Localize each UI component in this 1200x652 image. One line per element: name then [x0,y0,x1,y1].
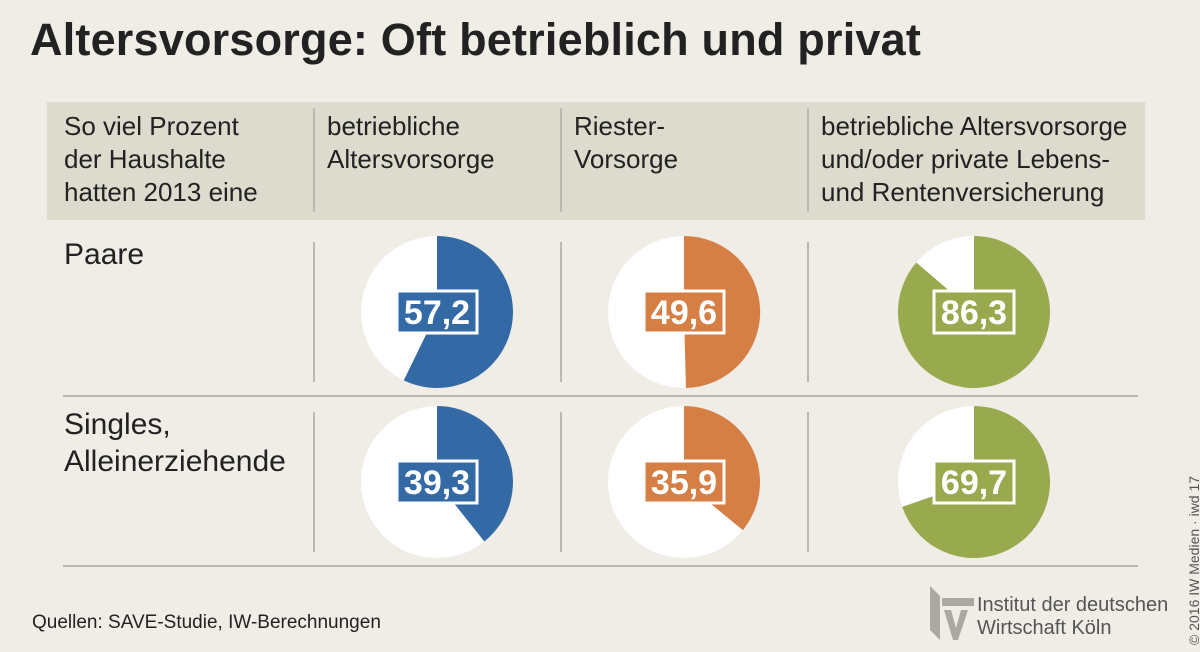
value-label: 57,2 [404,294,470,332]
institute-name-line: Wirtschaft Köln [977,617,1112,639]
value-label-box [932,459,1016,505]
value-label: 35,9 [651,464,717,502]
header-col-line: betriebliche [327,111,460,141]
value-label: 49,6 [651,294,717,332]
iw-logo-icon [930,586,974,640]
institute-name-line: Institut der deutschen [977,594,1169,616]
header-col-line: betriebliche Altersvorsorge [821,111,1128,141]
value-label-box [395,289,479,335]
source-note: Quellen: SAVE-Studie, IW-Berechnungen [32,612,381,633]
header-col-private: betriebliche Altersvorsorge und/oder pri… [821,110,1127,209]
value-label: 39,3 [404,464,470,502]
header-col-line: und Rentenversicherung [821,177,1105,207]
column-divider [313,412,315,552]
value-label-box [932,289,1016,335]
header-intro-line: der Haushalte [64,144,226,174]
header-col-line: Riester- [574,111,666,141]
header-intro-line: So viel Prozent [64,111,239,141]
header-col-line: Vorsorge [574,144,679,174]
header-band [47,102,1145,220]
header-col-riester: Riester- Vorsorge [574,110,678,176]
value-label-box [395,459,479,505]
header-col-betriebliche: betriebliche Altersvorsorge [327,110,495,176]
row-label-line: Alleinerziehende [64,445,286,478]
column-divider [807,412,809,552]
row-label-line: Paare [64,238,145,271]
row-label-line: Singles, [64,408,171,441]
value-label: 86,3 [941,294,1007,332]
column-divider [313,242,315,382]
column-divider [560,108,562,212]
row-divider [63,395,1138,397]
chart-title: Altersvorsorge: Oft betrieblich und priv… [30,14,922,65]
row-divider [63,565,1138,567]
value-label: 69,7 [941,464,1007,502]
column-divider [807,242,809,382]
column-divider [807,108,809,212]
institute-name: Institut der deutschen Wirtschaft Köln [977,594,1168,640]
header-intro: So viel Prozent der Haushalte hatten 201… [64,110,258,209]
column-divider [560,242,562,382]
value-label-box [642,289,726,335]
column-divider [313,108,315,212]
value-label-box [642,459,726,505]
copyright-note: © 2016 IW Medien · iwd 17 [1186,475,1200,645]
row-label-paare: Paare [64,236,144,273]
column-divider [560,412,562,552]
header-col-line: und/oder private Lebens- [821,144,1111,174]
row-label-singles: Singles, Alleinerziehende [64,406,286,480]
header-col-line: Altersvorsorge [327,144,495,174]
header-intro-line: hatten 2013 eine [64,177,258,207]
